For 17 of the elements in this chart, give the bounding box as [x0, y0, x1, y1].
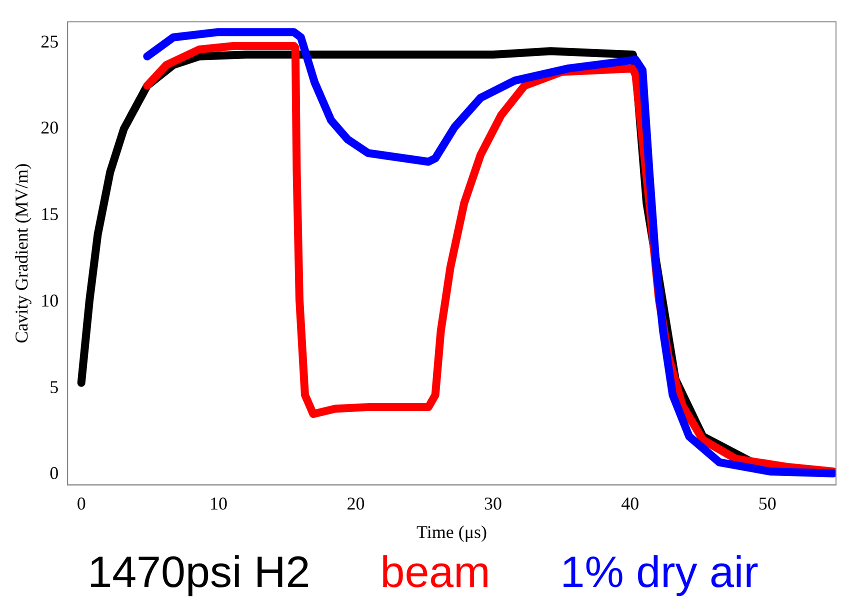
x-tick-label: 10	[210, 493, 228, 514]
y-axis-title: Cavity Gradient (MV/m)	[12, 163, 32, 344]
x-tick-label: 20	[346, 493, 365, 514]
series-label: 1% dry air	[560, 548, 758, 598]
x-axis-title: Time (μs)	[416, 522, 488, 542]
y-tick-label: 20	[40, 118, 59, 138]
y-tick-label: 10	[40, 290, 59, 310]
y-tick-label: 25	[40, 31, 59, 52]
text: 1470psi H2	[88, 548, 310, 598]
text: beam	[380, 548, 490, 598]
y-tick-label: 5	[50, 376, 59, 397]
y-tick-label: 0	[50, 463, 59, 484]
x-tick-label: 50	[758, 493, 776, 514]
x-tick-label: 30	[484, 493, 502, 514]
x-tick-label: 40	[621, 493, 640, 514]
x-tick-label: 0	[76, 493, 86, 514]
y-tick-label: 15	[40, 204, 59, 224]
